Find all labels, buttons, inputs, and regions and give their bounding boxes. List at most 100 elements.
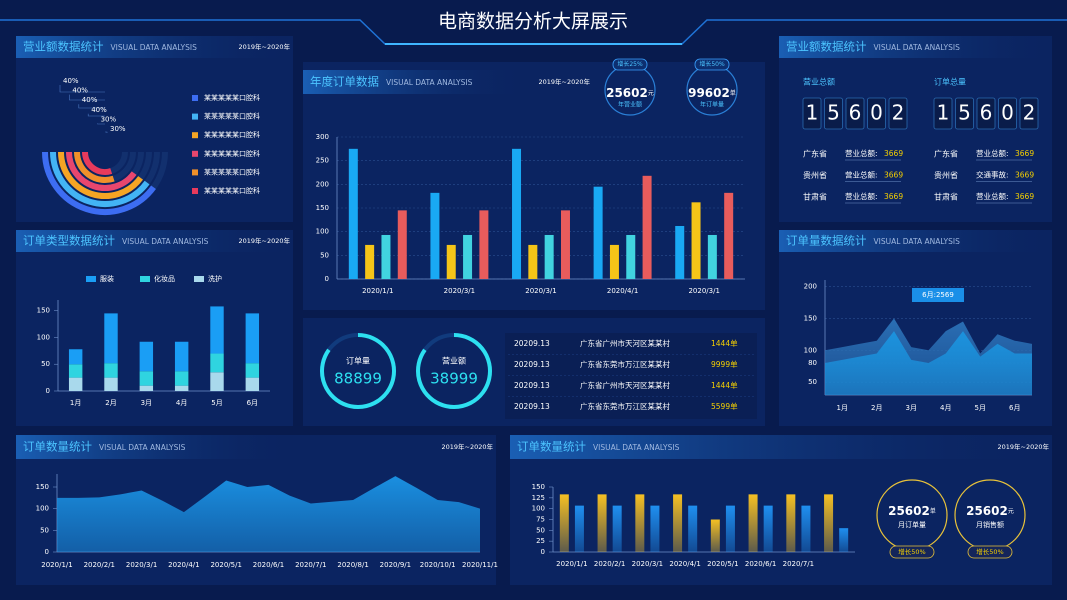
y-tick-label: 0 [325, 275, 329, 283]
table-cell: 9999单 [711, 359, 738, 369]
leader-line [105, 131, 108, 133]
metric-label: 营业总额: [976, 148, 1009, 158]
panel-title: 年度订单数据 [310, 75, 379, 89]
x-tick-label: 2月 [871, 404, 882, 412]
bar [635, 494, 645, 552]
table-cell: 1444单 [711, 338, 738, 348]
radial-bar [50, 151, 150, 207]
digit: 1 [937, 101, 950, 125]
bar-segment [68, 349, 83, 365]
kpi-badge-text: 增长50% [898, 547, 925, 556]
table-cell: 20209.13 [514, 381, 550, 390]
leader-line [87, 113, 105, 117]
x-tick-label: 2020/10/1 [420, 561, 456, 569]
metric-label: 营业总额: [845, 148, 878, 158]
legend-swatch [194, 276, 204, 282]
kpi-number: 25602 [966, 504, 1008, 518]
x-tick-label: 2020/1/1 [41, 561, 72, 569]
y-tick-label: 25 [536, 537, 545, 545]
bar [559, 494, 569, 552]
value-label: 40% [82, 96, 98, 104]
metric-value: 3669 [1015, 171, 1034, 180]
bar [593, 186, 603, 279]
kpi-badge [889, 545, 935, 559]
digit-box [845, 97, 865, 130]
y-tick-label: 150 [804, 314, 817, 322]
bar [725, 505, 735, 552]
bar [748, 494, 758, 552]
gauge-arc [320, 333, 396, 409]
bar [609, 244, 619, 279]
panel-header [16, 435, 293, 459]
legend-swatch [192, 95, 198, 101]
bar [763, 505, 773, 552]
x-tick-label: 5月 [975, 404, 986, 412]
gauge-label: 订单量 [346, 356, 370, 366]
x-tick-label: 3月 [141, 399, 152, 407]
panel-period: 2019年~2020年 [538, 77, 590, 86]
y-tick-label: 50 [41, 360, 50, 368]
panel-header [16, 230, 293, 252]
kpi-unit: 元 [1008, 508, 1014, 515]
kpi-label: 年订单量 [700, 101, 724, 109]
x-tick-label: 2020/5/1 [707, 560, 738, 568]
gauge-label: 营业额 [442, 356, 466, 366]
area [57, 476, 480, 552]
table-cell: 5599单 [711, 401, 738, 411]
bar [365, 244, 375, 279]
legend-label: 服装 [100, 274, 114, 283]
value-label: 30% [110, 125, 126, 133]
y-tick-label: 50 [808, 378, 817, 386]
y-tick-label: 75 [536, 516, 545, 524]
digit-box [955, 97, 974, 130]
y-tick-label: 200 [804, 282, 817, 290]
digit: 1 [806, 101, 819, 125]
y-tick-label: 100 [532, 505, 545, 513]
x-tick-label: 4月 [176, 399, 187, 407]
x-tick-label: 2020/3/1 [525, 287, 556, 295]
bar [673, 494, 683, 552]
metric-label: 营业总额: [976, 191, 1009, 201]
bar-segment [104, 313, 118, 364]
bar [786, 494, 796, 552]
y-tick-label: 0 [46, 387, 50, 395]
kpi-badge-text: 增长50% [976, 547, 1003, 556]
bar [597, 494, 607, 552]
metric-label: 交通事故: [976, 170, 1009, 180]
legend-label: 某某某某某口腔科 [204, 186, 260, 195]
x-tick-label: 4月 [940, 404, 951, 412]
digit-box [1019, 97, 1039, 130]
legend-swatch [192, 132, 198, 139]
x-tick-label: 2020/6/1 [745, 560, 776, 568]
panel-header [779, 36, 1052, 58]
kpi-value: 25602元 [966, 504, 1014, 518]
panel-subtitle: VISUAL DATA ANALYSIS [593, 443, 680, 452]
leader-line [69, 94, 105, 101]
x-tick-label: 6月 [1009, 404, 1020, 412]
x-tick-label: 2020/8/1 [337, 561, 368, 569]
table-cell: 1444单 [711, 380, 738, 390]
bar [724, 192, 734, 279]
bar-segment [174, 341, 189, 372]
bar [801, 505, 811, 552]
bar [650, 505, 660, 552]
panel-period: 2019年~2020年 [238, 236, 290, 245]
bar [381, 234, 391, 279]
bar-segment [210, 372, 224, 391]
digit-box [802, 97, 822, 130]
panel-subtitle: VISUAL DATA ANALYSIS [874, 237, 961, 246]
leader-line [78, 104, 105, 109]
legend-label: 某某某某某口腔科 [204, 93, 260, 102]
bar-segment [104, 363, 118, 378]
x-tick-label: 6月 [247, 399, 258, 407]
metric-value: 3669 [884, 192, 903, 201]
bar [446, 244, 456, 279]
digit: 0 [870, 101, 883, 125]
panel-period: 2019年~2020年 [997, 442, 1049, 451]
y-tick-label: 0 [541, 548, 545, 556]
kpi-badge [612, 58, 648, 71]
y-tick-label: 150 [36, 483, 49, 491]
leader-line [97, 123, 105, 125]
y-tick-label: 100 [316, 228, 329, 236]
value-label: 30% [101, 115, 117, 123]
